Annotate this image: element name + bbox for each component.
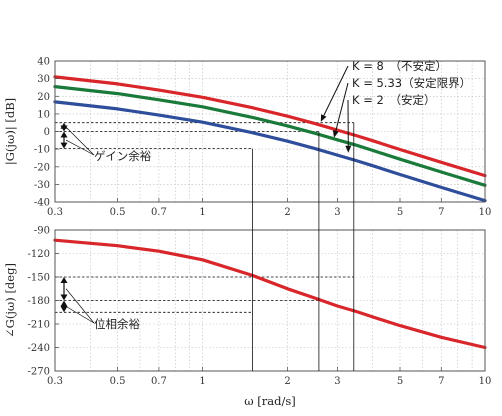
crossover-lines — [251, 122, 355, 371]
legend-arrow-head-2 — [332, 130, 339, 138]
magnitude-y-label: |G(jω)| [dB] — [3, 98, 18, 165]
y-tick-label: 40 — [37, 57, 50, 68]
y-tick-label: 10 — [37, 109, 50, 120]
gain-margin-label: ゲイン余裕 — [94, 149, 152, 163]
gain-margin-leader — [65, 139, 95, 156]
magnitude-series — [53, 75, 487, 203]
x-tick-label: 0.3 — [47, 376, 63, 387]
phase-margin-arrow-upper-head-down — [60, 294, 68, 301]
series-line-1 — [53, 238, 487, 350]
x-tick-label: 2 — [284, 207, 290, 218]
x-tick-label: 1 — [199, 207, 205, 218]
y-tick-label: -270 — [28, 367, 50, 378]
gain-margin-leader — [65, 126, 95, 156]
legend-label-2: K = 5.33（安定限界） — [352, 76, 471, 90]
y-tick-label: 0 — [44, 127, 50, 138]
x-tick-label: 3 — [334, 376, 340, 387]
x-tick-label: 0.5 — [110, 207, 126, 218]
y-tick-label: -180 — [28, 296, 50, 307]
y-tick-label: -90 — [34, 226, 50, 237]
phase-margin-leader — [65, 306, 95, 324]
gain-margin-arrow-lower-head-down — [60, 142, 68, 149]
phase-margin-leader — [65, 288, 95, 324]
legend-arrow-head-3 — [345, 145, 352, 153]
y-tick-label: -150 — [28, 273, 50, 284]
legend-label-1: K = 8 （不安定） — [352, 59, 447, 73]
phase-y-ticks: -90 -120 -150 -180 -210 -240 -270 — [28, 226, 59, 378]
phase-margin-arrow-upper-head-up — [60, 277, 68, 283]
y-tick-label: 20 — [37, 92, 50, 103]
phase-annotations: 位相余裕 — [60, 277, 140, 331]
x-tick-label: 7 — [438, 376, 444, 387]
legend-arrow-2 — [335, 82, 349, 132]
legend-arrow-head-1 — [320, 114, 327, 122]
x-tick-label: 10 — [479, 207, 492, 218]
x-tick-label: 10 — [479, 376, 492, 387]
magnitude-y-ticks: 40 30 20 10 0 -10 -20 -30 -40 — [34, 57, 59, 209]
y-tick-label: -10 — [34, 145, 50, 156]
magnitude-x-ticks: 0.3 0.5 0.7 1 2 3 5 7 10 — [47, 198, 491, 218]
gain-margin-arrow-lower-head-up — [60, 131, 68, 138]
y-tick-label: -120 — [28, 249, 50, 260]
x-tick-label: 3 — [334, 207, 340, 218]
series-line-1 — [53, 75, 487, 178]
phase-series — [53, 238, 487, 350]
x-tick-label: 0.3 — [47, 207, 63, 218]
legend-arrow-1 — [323, 65, 349, 116]
y-tick-label: -20 — [34, 162, 50, 173]
magnitude-reference-lines — [55, 122, 354, 150]
phase-margin-label: 位相余裕 — [94, 317, 140, 331]
x-tick-label: 5 — [397, 207, 403, 218]
x-tick-label: 7 — [438, 207, 444, 218]
phase-y-label: ∠G(jω) [deg] — [3, 263, 17, 338]
legend-label-3: K = 2 （安定） — [352, 93, 436, 107]
series-line-2 — [53, 85, 487, 187]
phase-panel: -90 -120 -150 -180 -210 -240 -270 0.3 0.5 0.7 1 2 3… — [3, 226, 491, 388]
phase-margin-arrow-lower-head-up — [60, 300, 68, 307]
y-tick-label: -30 — [34, 180, 50, 191]
x-tick-label: 1 — [199, 376, 205, 387]
series-line-3 — [53, 100, 487, 203]
magnitude-annotations: ゲイン余裕 K = 8 （不安定） K = 5.33（安定限界） K = 2 （安定） — [60, 59, 471, 163]
y-tick-label: -240 — [28, 343, 50, 354]
phase-x-ticks: 0.3 0.5 0.7 1 2 3 5 7 10 — [47, 367, 491, 387]
x-tick-label: 2 — [284, 376, 290, 387]
y-tick-label: -40 — [34, 198, 50, 209]
x-tick-label: 0.7 — [151, 207, 167, 218]
x-axis-label: ω [rad/s] — [244, 394, 296, 408]
x-tick-label: 5 — [397, 376, 403, 387]
phase-reference-lines — [55, 276, 354, 313]
phase-margin-arrow-lower-head-down — [60, 306, 68, 313]
gain-margin-arrow-upper-head-down — [60, 125, 68, 132]
x-tick-label: 0.5 — [110, 376, 126, 387]
y-tick-label: 30 — [37, 74, 50, 85]
y-tick-label: -210 — [28, 320, 50, 331]
magnitude-panel: 40 30 20 10 0 -10 -20 -30 -40 0.3 0.5 0.7 1 2 3 5 7 10 |… — [3, 57, 491, 219]
x-tick-label: 0.7 — [151, 376, 167, 387]
